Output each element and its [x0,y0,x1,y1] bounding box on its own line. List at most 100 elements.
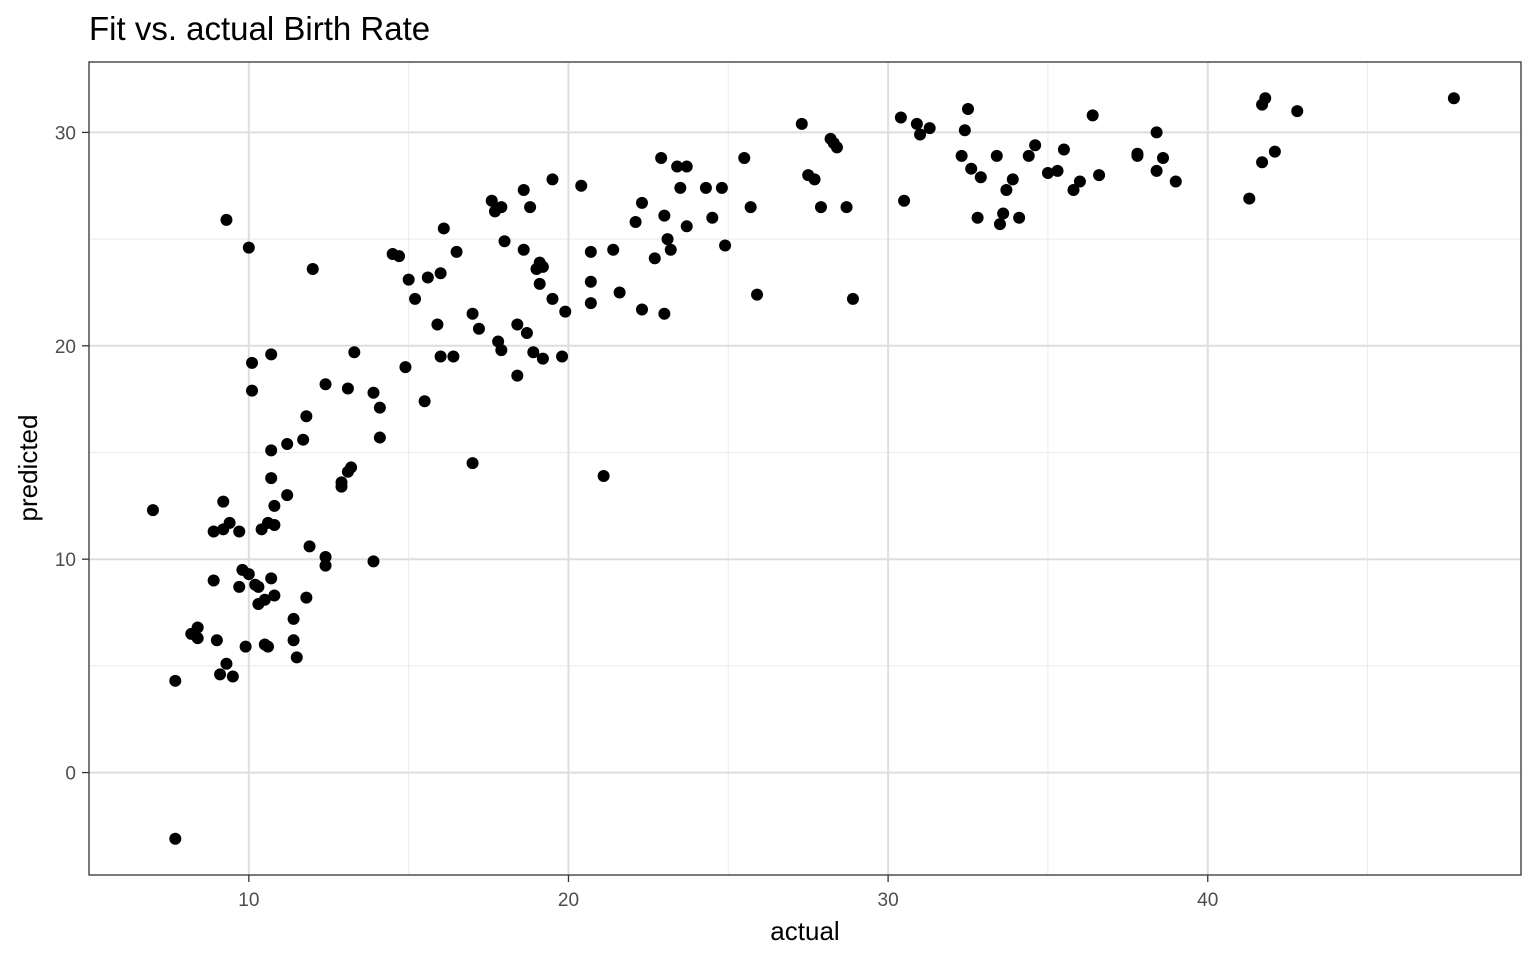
data-point [300,591,313,604]
data-point [495,201,508,214]
data-point [584,297,597,310]
data-point [511,369,524,382]
data-point [258,593,271,606]
data-point [169,674,182,687]
data-point [367,386,380,399]
data-point [814,201,827,214]
data-point [546,173,559,186]
data-point [306,262,319,275]
data-point [680,160,693,173]
data-point [661,233,674,246]
data-point [242,241,255,254]
data-point [233,525,246,538]
data-point [533,277,546,290]
data-point [1243,192,1256,205]
chart-title: Fit vs. actual Birth Rate [89,10,431,47]
y-tick-label: 10 [55,550,76,571]
data-point [830,141,843,154]
data-point [146,504,159,517]
data-point [303,540,316,553]
data-point [923,122,936,135]
data-point [517,243,530,256]
data-point [955,149,968,162]
data-point [268,499,281,512]
x-tick-label: 10 [238,890,259,911]
data-point [268,519,281,532]
data-point [655,152,668,165]
data-point [1073,175,1086,188]
data-point [447,350,460,363]
data-point [485,194,498,207]
data-point [958,124,971,137]
data-point [575,179,588,192]
data-point [300,410,313,423]
data-point [536,352,549,365]
data-point [252,580,265,593]
data-point [319,378,332,391]
data-point [210,634,223,647]
data-point [894,111,907,124]
data-point [297,433,310,446]
data-point [287,612,300,625]
data-point [1006,173,1019,186]
data-point [246,384,259,397]
data-point [536,260,549,273]
data-point [373,431,386,444]
data-point [319,551,332,564]
data-point [421,271,434,284]
data-point [233,580,246,593]
data-point [287,634,300,647]
data-point [559,305,572,318]
data-point [795,117,808,130]
data-point [974,171,987,184]
data-point [281,437,294,450]
data-point [450,245,463,258]
plot-background [89,62,1521,875]
x-tick-label: 20 [558,890,579,911]
data-point [169,832,182,845]
data-point [373,401,386,414]
data-point [1057,143,1070,156]
data-point [409,292,422,305]
data-point [466,307,479,320]
data-point [191,621,204,634]
data-point [846,292,859,305]
data-point [399,361,412,374]
data-point [997,207,1010,220]
data-point [962,102,975,115]
data-point [715,181,728,194]
data-point [520,327,533,339]
data-point [265,348,278,361]
y-axis-title: predicted [13,415,43,522]
data-point [1291,105,1304,118]
data-point [1150,164,1163,177]
data-point [990,149,1003,162]
data-point [556,350,569,363]
data-point [226,670,239,683]
data-point [335,480,348,493]
data-points [146,92,1460,845]
data-point [699,181,712,194]
data-point [1086,109,1099,122]
data-point [281,489,294,502]
data-point [671,160,684,173]
data-point [1131,149,1144,162]
data-point [220,657,233,670]
data-point [993,218,1006,231]
data-point [635,196,648,209]
data-point [840,201,853,214]
data-point [290,651,303,664]
data-point [1051,164,1064,177]
data-point [744,201,757,214]
x-axis: 10 20 30 40 [238,875,1218,911]
data-point [434,350,447,363]
y-tick-label: 30 [55,123,76,144]
data-point [437,222,450,235]
data-point [472,322,485,335]
data-point [1041,166,1054,179]
data-point [584,245,597,258]
data-point [207,574,220,587]
data-point [268,589,281,602]
x-tick-label: 40 [1197,890,1218,911]
